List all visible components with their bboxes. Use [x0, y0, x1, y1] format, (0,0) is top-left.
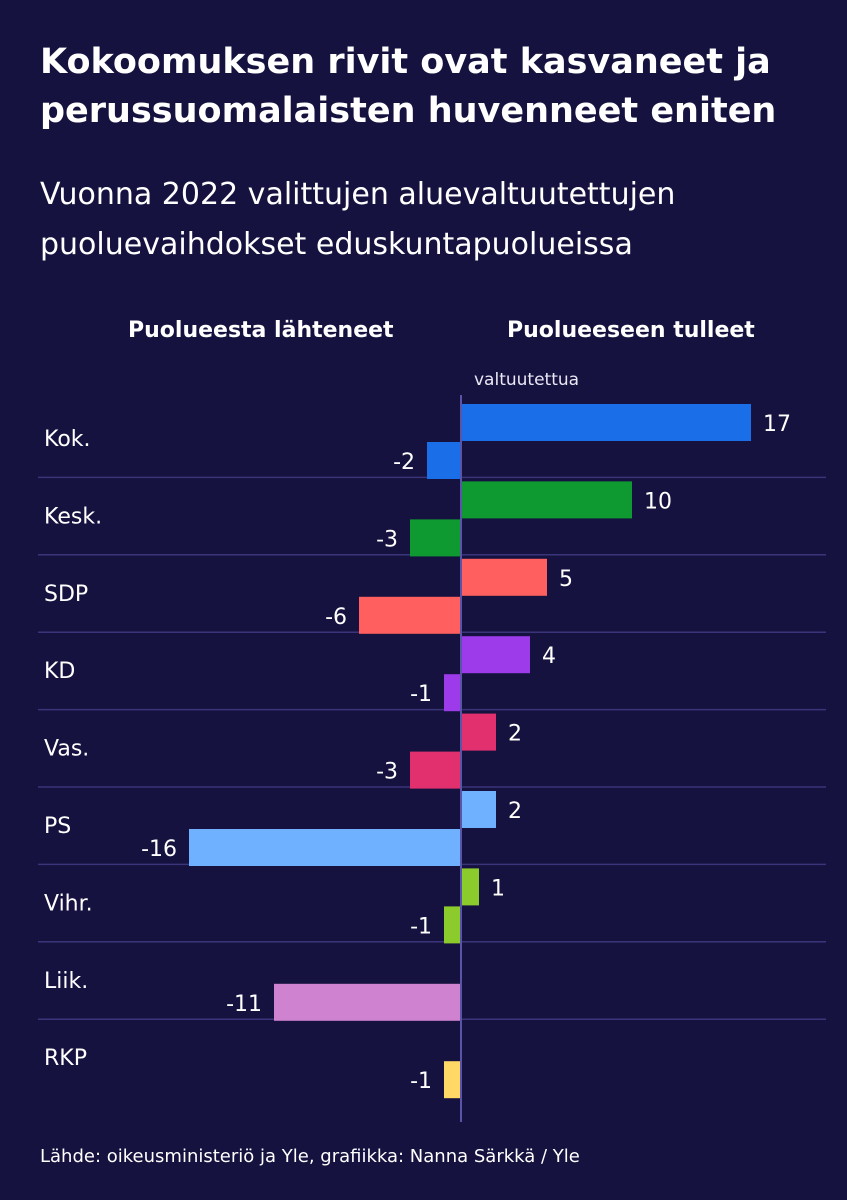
category-label-rkp: RKP — [44, 1046, 87, 1071]
bar-in-sdp — [462, 558, 547, 596]
category-label-ps: PS — [44, 814, 71, 839]
category-label-vihr: Vihr. — [44, 891, 93, 916]
value-label-in-kok: 17 — [763, 412, 791, 437]
value-label-out-kesk: -3 — [376, 527, 398, 552]
category-label-kesk: Kesk. — [44, 504, 102, 529]
chart-subtitle: Vuonna 2022 valittujen aluevaltuutettuje… — [40, 177, 676, 262]
value-label-out-vas: -3 — [376, 760, 398, 785]
bar-in-kd — [462, 636, 530, 674]
bar-in-vihr — [462, 868, 479, 906]
category-label-sdp: SDP — [44, 582, 88, 607]
value-label-out-kok: -2 — [393, 450, 415, 475]
bar-out-vas — [410, 751, 461, 789]
bar-out-kd — [444, 674, 461, 712]
bar-out-ps — [189, 829, 461, 866]
value-label-out-liik: -11 — [226, 992, 262, 1017]
value-label-in-vihr: 1 — [491, 876, 505, 901]
category-label-vas: Vas. — [44, 737, 89, 762]
right-column-label: Puolueeseen tulleet — [507, 318, 755, 343]
bar-in-kok — [462, 404, 751, 441]
category-label-kd: KD — [44, 659, 75, 684]
bar-in-kesk — [462, 481, 632, 519]
value-label-out-rkp: -1 — [410, 1069, 432, 1094]
value-label-out-sdp: -6 — [325, 605, 347, 630]
bar-in-ps — [462, 791, 496, 828]
category-label-liik: Liik. — [44, 969, 88, 994]
bar-out-sdp — [359, 596, 461, 634]
unit-label: valtuutettua — [474, 370, 580, 390]
bar-in-vas — [462, 713, 496, 751]
bar-out-kok — [427, 442, 461, 479]
bar-out-liik — [274, 983, 461, 1021]
left-column-label: Puolueesta lähteneet — [128, 318, 394, 343]
value-label-in-vas: 2 — [508, 722, 522, 747]
value-label-in-kesk: 10 — [644, 489, 672, 514]
value-label-out-kd: -1 — [410, 682, 432, 707]
value-label-in-kd: 4 — [542, 644, 556, 669]
chart-title: Kokoomuksen rivit ovat kasvaneet ja peru… — [40, 42, 777, 131]
value-label-in-ps: 2 — [508, 799, 522, 824]
bar-out-vihr — [444, 906, 461, 944]
source-note: Lähde: oikeusministeriö ja Yle, grafiikk… — [40, 1146, 580, 1167]
value-label-out-ps: -16 — [141, 837, 177, 862]
bar-out-kesk — [410, 519, 461, 557]
value-label-out-vihr: -1 — [410, 914, 432, 939]
category-label-kok: Kok. — [44, 427, 91, 452]
bar-out-rkp — [444, 1061, 461, 1099]
value-label-in-sdp: 5 — [559, 567, 573, 592]
